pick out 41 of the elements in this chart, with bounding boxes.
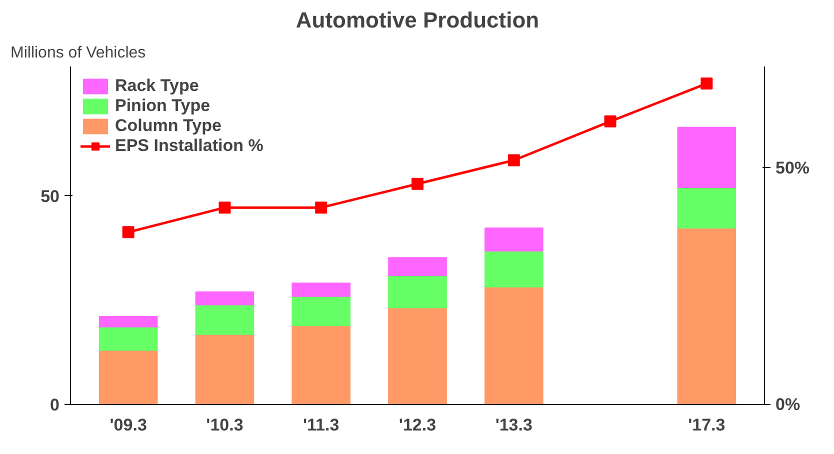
y-tick-label: 50 bbox=[40, 186, 60, 206]
legend-label: Pinion Type bbox=[115, 96, 210, 116]
y-tick-label: 0 bbox=[50, 396, 60, 414]
bar bbox=[484, 286, 544, 404]
point bbox=[700, 78, 713, 90]
bar bbox=[195, 334, 254, 404]
x-tick-label: '17.3 bbox=[688, 416, 726, 434]
x-tick-label: '09.3 bbox=[110, 416, 147, 434]
y2-tick-label: 50% bbox=[776, 158, 810, 178]
bar bbox=[388, 257, 447, 276]
bar bbox=[292, 296, 351, 326]
y-axis-title: Millions of Vehicles bbox=[10, 44, 146, 62]
x-tick-label: '11.3 bbox=[303, 416, 340, 434]
bar bbox=[388, 307, 447, 404]
point bbox=[604, 115, 616, 128]
bar bbox=[484, 227, 544, 252]
legend-label: EPS Installation % bbox=[115, 136, 264, 156]
point bbox=[508, 154, 520, 166]
bar bbox=[677, 227, 736, 404]
bar bbox=[195, 304, 254, 335]
legend-label: Column Type bbox=[115, 116, 222, 136]
point bbox=[218, 202, 231, 214]
bar bbox=[98, 350, 158, 404]
x-tick-label: '10.3 bbox=[206, 416, 244, 434]
bar bbox=[292, 325, 351, 404]
point bbox=[315, 202, 328, 214]
y2-tick-label: 0% bbox=[776, 395, 800, 414]
point bbox=[412, 178, 424, 190]
bar bbox=[484, 250, 544, 288]
bar bbox=[195, 291, 254, 306]
bar bbox=[388, 275, 447, 308]
bar bbox=[98, 316, 158, 328]
x-tick-label: '12.3 bbox=[398, 416, 436, 434]
point bbox=[122, 226, 134, 238]
legend-label: Rack Type bbox=[115, 76, 199, 96]
bar bbox=[677, 126, 736, 188]
chart-title: Automotive Production bbox=[296, 8, 540, 32]
x-tick-label: '13.3 bbox=[495, 416, 532, 434]
bar bbox=[292, 282, 351, 297]
bar bbox=[98, 326, 158, 351]
bar bbox=[677, 187, 736, 228]
